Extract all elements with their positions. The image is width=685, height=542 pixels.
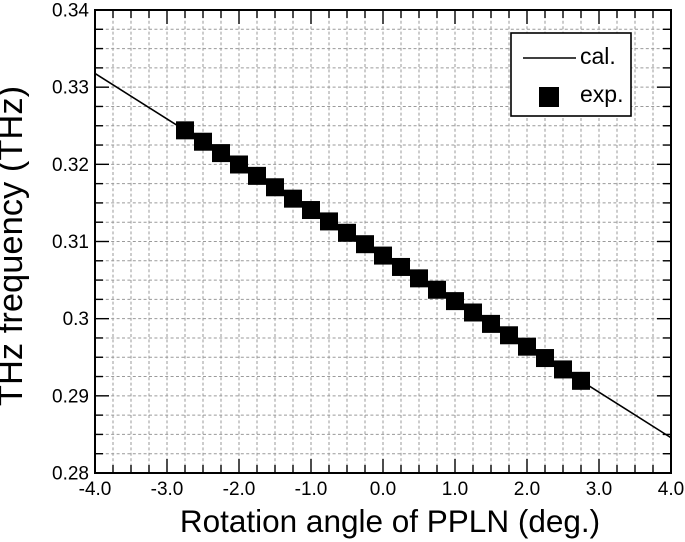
svg-text:0.29: 0.29 — [52, 386, 89, 407]
svg-text:-3.0: -3.0 — [151, 479, 184, 500]
svg-text:0.34: 0.34 — [52, 1, 89, 22]
svg-text:2.0: 2.0 — [514, 479, 540, 500]
svg-text:Rotation angle of PPLN (deg.): Rotation angle of PPLN (deg.) — [180, 503, 600, 539]
svg-text:0.3: 0.3 — [63, 309, 89, 330]
svg-text:THz frequency (THz): THz frequency (THz) — [0, 86, 30, 406]
svg-text:-2.0: -2.0 — [223, 479, 256, 500]
svg-text:exp.: exp. — [580, 81, 623, 107]
svg-text:0.0: 0.0 — [370, 479, 396, 500]
svg-text:0.28: 0.28 — [52, 464, 89, 485]
svg-text:0.32: 0.32 — [52, 155, 89, 176]
svg-text:0.33: 0.33 — [52, 78, 89, 99]
svg-text:4.0: 4.0 — [658, 479, 684, 500]
svg-text:1.0: 1.0 — [442, 479, 468, 500]
svg-text:3.0: 3.0 — [586, 479, 612, 500]
svg-text:cal.: cal. — [580, 43, 616, 69]
svg-text:0.31: 0.31 — [52, 232, 89, 253]
svg-text:-1.0: -1.0 — [295, 479, 328, 500]
